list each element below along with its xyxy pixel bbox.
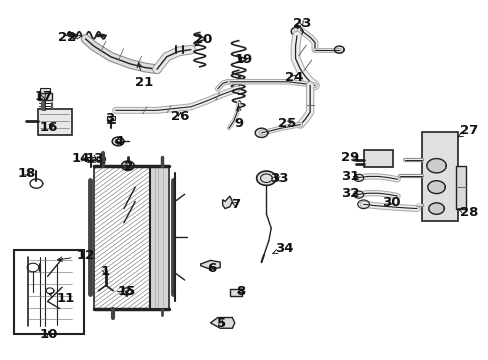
- Text: 2: 2: [124, 160, 133, 173]
- Bar: [94, 166, 149, 309]
- Bar: [97, 157, 105, 160]
- Text: 24: 24: [285, 71, 303, 84]
- Bar: [149, 166, 169, 309]
- Text: 29: 29: [341, 151, 359, 165]
- Text: 19: 19: [234, 53, 252, 66]
- Text: 6: 6: [206, 262, 216, 275]
- Polygon shape: [428, 203, 444, 214]
- Text: 16: 16: [40, 121, 58, 134]
- Bar: [38, 93, 52, 100]
- Text: 10: 10: [40, 328, 58, 341]
- Text: 12: 12: [58, 249, 95, 262]
- Bar: [38, 109, 72, 135]
- Polygon shape: [353, 191, 363, 198]
- Bar: [40, 88, 50, 93]
- Bar: [363, 150, 392, 167]
- Text: 9: 9: [234, 106, 243, 130]
- Text: 26: 26: [171, 110, 189, 123]
- Text: 3: 3: [105, 112, 114, 125]
- Text: 25: 25: [278, 117, 296, 130]
- Bar: [455, 166, 465, 208]
- Bar: [107, 116, 115, 120]
- Text: 11: 11: [49, 292, 75, 305]
- Text: 1: 1: [100, 265, 109, 278]
- Bar: [87, 157, 95, 160]
- Text: 17: 17: [35, 90, 53, 103]
- Bar: [229, 289, 242, 296]
- Polygon shape: [334, 46, 344, 53]
- Text: 31: 31: [341, 170, 359, 183]
- Polygon shape: [201, 260, 220, 269]
- Polygon shape: [426, 158, 446, 173]
- Polygon shape: [357, 200, 369, 208]
- Text: 14: 14: [71, 152, 90, 165]
- Text: 21: 21: [135, 63, 153, 89]
- Text: 32: 32: [341, 187, 359, 200]
- Bar: [421, 132, 458, 221]
- Text: 27: 27: [457, 124, 478, 137]
- Text: 5: 5: [216, 317, 225, 330]
- Bar: [14, 249, 84, 334]
- Polygon shape: [353, 174, 363, 181]
- Text: 20: 20: [194, 33, 212, 46]
- Polygon shape: [290, 27, 302, 36]
- Polygon shape: [256, 171, 276, 185]
- Text: 28: 28: [457, 206, 478, 219]
- Text: 8: 8: [236, 285, 245, 298]
- Text: 4: 4: [114, 135, 123, 148]
- Text: 15: 15: [118, 285, 136, 298]
- Text: 33: 33: [270, 172, 288, 185]
- Text: 34: 34: [272, 242, 293, 255]
- Text: 22: 22: [58, 31, 81, 44]
- Text: 18: 18: [18, 167, 36, 180]
- Text: 7: 7: [231, 198, 240, 211]
- Text: 30: 30: [381, 195, 400, 209]
- Polygon shape: [255, 128, 267, 138]
- Polygon shape: [427, 181, 445, 194]
- Polygon shape: [222, 196, 232, 208]
- Text: 13: 13: [85, 152, 104, 165]
- Polygon shape: [210, 318, 234, 328]
- Text: 23: 23: [292, 17, 310, 30]
